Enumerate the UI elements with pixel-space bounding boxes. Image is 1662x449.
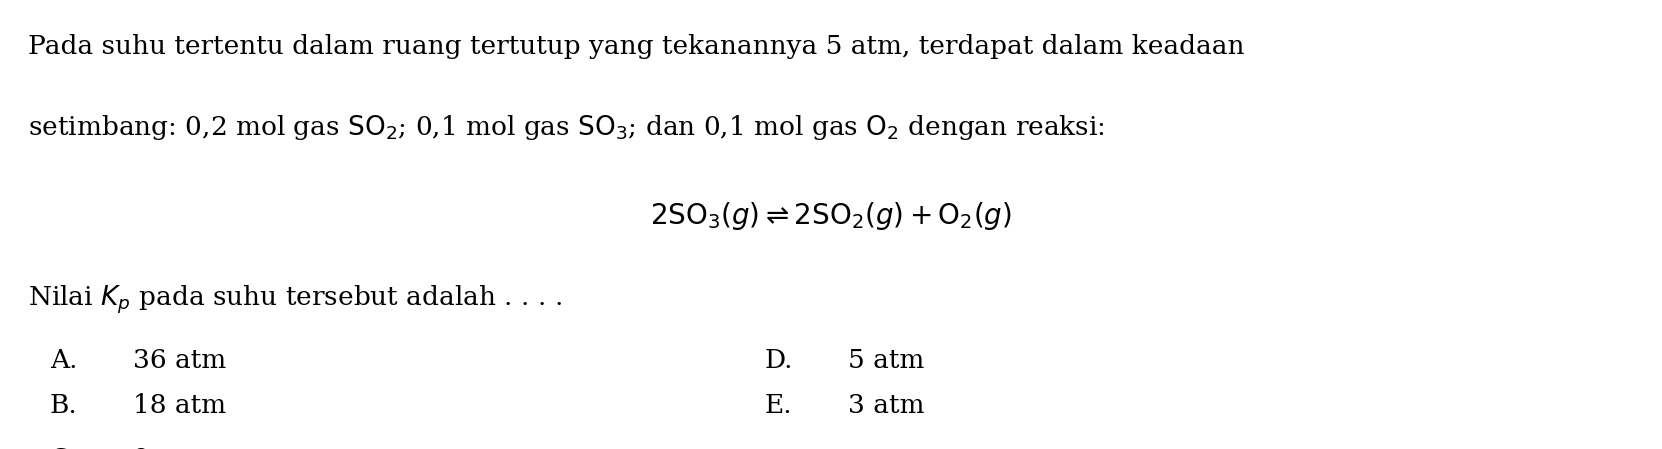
Text: 9 atm: 9 atm [133,447,209,449]
Text: D.: D. [765,348,793,373]
Text: E.: E. [765,393,793,418]
Text: 36 atm: 36 atm [133,348,226,373]
Text: 18 atm: 18 atm [133,393,226,418]
Text: 3 atm: 3 atm [848,393,924,418]
Text: Pada suhu tertentu dalam ruang tertutup yang tekanannya 5 atm, terdapat dalam ke: Pada suhu tertentu dalam ruang tertutup … [28,34,1245,59]
Text: B.: B. [50,393,78,418]
Text: setimbang: 0,2 mol gas $\mathrm{SO_2}$; 0,1 mol gas $\mathrm{SO_3}$; dan 0,1 mol: setimbang: 0,2 mol gas $\mathrm{SO_2}$; … [28,113,1105,142]
Text: 5 atm: 5 atm [848,348,924,373]
Text: Nilai $K_p$ pada suhu tersebut adalah . . . .: Nilai $K_p$ pada suhu tersebut adalah . … [28,283,562,316]
Text: $2\mathrm{SO_3}(g) \rightleftharpoons 2\mathrm{SO_2}(g) + \mathrm{O_2}(g)$: $2\mathrm{SO_3}(g) \rightleftharpoons 2\… [650,201,1012,233]
Text: A.: A. [50,348,78,373]
Text: C.: C. [50,447,78,449]
